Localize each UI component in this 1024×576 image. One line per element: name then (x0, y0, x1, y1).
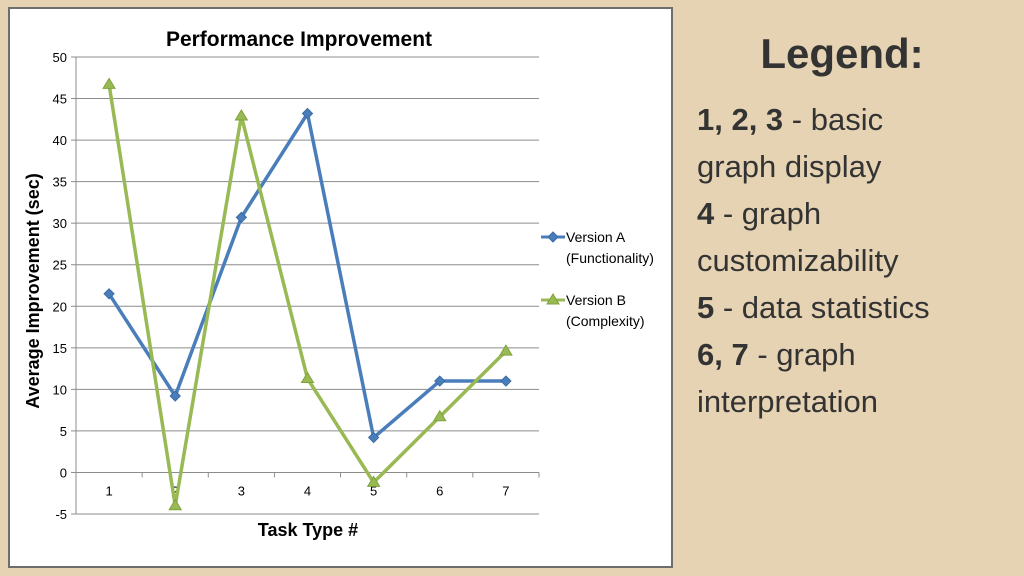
data-point (366, 475, 381, 487)
x-axis-label: Task Type # (258, 520, 358, 540)
grid-lines (76, 56, 539, 515)
series-2 (102, 77, 513, 511)
x-tick-label: 4 (304, 483, 311, 498)
chart-title: Performance Improvement (166, 28, 432, 51)
x-tick-label: 3 (238, 483, 245, 498)
x-tick-label: 6 (436, 483, 443, 498)
data-point (103, 288, 115, 300)
legend-panel: Legend: 1, 2, 3 - basic graph display 4 - … (697, 30, 1017, 425)
data-point (235, 211, 248, 224)
data-point (500, 375, 512, 387)
data-point (547, 231, 559, 243)
legend-line-key: 6, 7 (697, 337, 749, 372)
series-line (107, 84, 508, 508)
y-tick-label: 5 (60, 424, 67, 439)
data-point (169, 390, 181, 402)
chart-panel: -5 0 5 10 15 20 25 30 35 40 45 50 1 2 3 4 5 6 7 Performanc… (8, 7, 673, 568)
x-tick-label: 7 (502, 483, 509, 498)
legend-line: customizability (697, 237, 1017, 284)
data-point (367, 431, 380, 444)
data-point (301, 107, 314, 120)
legend-label: Version A (566, 229, 626, 245)
legend-line-text: graph display (697, 149, 882, 184)
legend-line-text: - data statistics (714, 290, 930, 325)
legend-list: 1, 2, 3 - basic graph display 4 - graph cus… (697, 96, 1017, 425)
y-axis-label: Average Improvement (sec) (23, 173, 43, 408)
legend-line: graph display (697, 143, 1017, 190)
legend-heading: Legend: (760, 30, 924, 77)
y-tick-label: 10 (53, 382, 67, 397)
chart-legend: Version A (Functionality) Version B (Comple… (541, 229, 654, 329)
legend-line-key: 5 (697, 290, 715, 325)
y-tick-label: 40 (53, 133, 67, 148)
legend-item: Version B (Complexity) (541, 292, 645, 329)
y-tick-label: -5 (55, 507, 67, 522)
data-point (102, 77, 116, 89)
y-tick-label: 0 (60, 465, 67, 480)
y-tick-label: 15 (53, 341, 67, 356)
data-point (300, 371, 315, 384)
legend-line: 6, 7 - graph (697, 331, 1017, 378)
legend-line: 4 - graph (697, 190, 1017, 237)
y-tick-label: 25 (53, 258, 67, 273)
y-tick-label: 50 (53, 50, 67, 65)
legend-line-text: customizability (697, 243, 899, 278)
legend-line: 1, 2, 3 - basic (697, 96, 1017, 143)
data-point (432, 409, 447, 422)
y-tick-label: 20 (53, 299, 67, 314)
legend-label: (Functionality) (566, 250, 654, 266)
legend-line-text: - graph (714, 196, 822, 231)
y-tick-label: 45 (53, 92, 67, 107)
data-point (234, 109, 249, 121)
legend-line-key: 1, 2, 3 (697, 102, 784, 137)
legend-line-text: - graph (748, 337, 856, 372)
legend-line: interpretation (697, 378, 1017, 425)
data-point (546, 293, 560, 305)
legend-label: Version B (566, 292, 626, 308)
x-tick-label: 5 (370, 483, 377, 498)
legend-line-key: 4 (697, 196, 715, 231)
legend-label: (Complexity) (566, 313, 645, 329)
x-tick-label: 2 (172, 483, 179, 498)
legend-line-text: interpretation (697, 384, 878, 419)
data-point (434, 375, 446, 387)
y-tick-label: 35 (53, 175, 67, 190)
legend-item: Version A (Functionality) (541, 229, 654, 266)
data-point (499, 344, 513, 356)
legend-line-text: - basic (783, 102, 884, 137)
series-lines (102, 77, 513, 511)
y-tick-label: 30 (53, 216, 67, 231)
x-tick-label: 1 (105, 483, 112, 498)
data-point (168, 498, 183, 511)
legend-line: 5 - data statistics (697, 284, 1017, 331)
series-1 (103, 107, 512, 444)
